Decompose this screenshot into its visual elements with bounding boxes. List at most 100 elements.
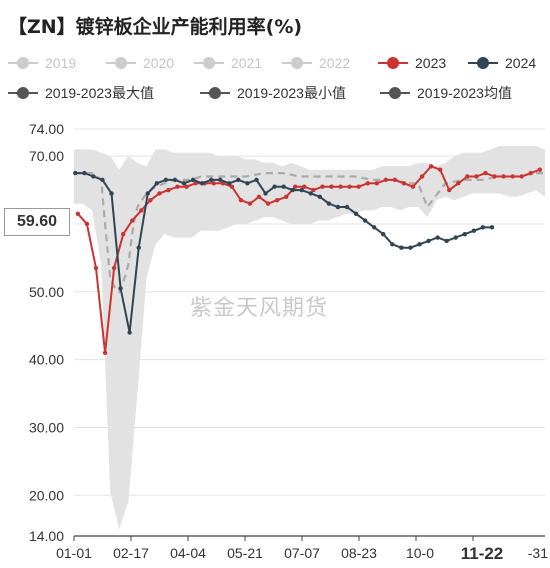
legend-item[interactable]: 2023 — [378, 52, 446, 74]
point-2024 — [453, 235, 458, 240]
point-2024 — [362, 218, 368, 223]
x-tick-label: 01-01 — [56, 545, 92, 561]
point-2024 — [82, 170, 87, 176]
y-tick-label: 20.00 — [29, 487, 64, 503]
x-tick-label: 07-07 — [284, 545, 320, 561]
chart-title: 【ZN】镀锌板企业产能利用率(%) — [8, 16, 303, 38]
legend-symbol — [194, 56, 224, 70]
point-2024 — [145, 191, 150, 196]
point-2023 — [130, 218, 135, 223]
point-2023 — [501, 174, 506, 179]
legend-label: 2019 — [45, 55, 77, 71]
point-2023 — [75, 211, 81, 216]
legend: 2019 2020 2021 2022 2023 2024 2019-2023最大值 2019… — [0, 52, 550, 112]
legend-dot — [389, 87, 401, 99]
point-2023 — [302, 184, 307, 189]
point-2024 — [317, 194, 323, 200]
legend-item[interactable]: 2024 — [468, 52, 536, 74]
point-2023 — [347, 184, 352, 189]
legend-item[interactable]: 2019-2023最小值 — [200, 82, 346, 104]
point-2024 — [163, 177, 169, 183]
point-2024 — [435, 235, 440, 240]
legend-item[interactable]: 2019 — [8, 52, 76, 74]
point-2024 — [417, 242, 422, 247]
point-2024 — [190, 177, 196, 183]
point-2023 — [419, 174, 425, 179]
point-2023 — [392, 177, 398, 183]
max-min-band-area — [74, 146, 545, 530]
point-2024 — [172, 177, 178, 183]
legend-label: 2020 — [143, 55, 175, 71]
point-2023 — [166, 187, 171, 193]
legend-dot — [387, 57, 399, 69]
legend-item[interactable]: 2021 — [194, 52, 262, 74]
legend-symbol — [200, 86, 230, 100]
point-2023 — [247, 201, 253, 206]
point-2023 — [148, 198, 153, 203]
watermark: 紫金天风期货 — [190, 296, 329, 321]
point-2024 — [272, 184, 277, 189]
point-2023 — [447, 187, 452, 193]
point-2023 — [238, 198, 244, 203]
point-2023 — [356, 184, 361, 189]
point-2024 — [227, 181, 232, 186]
min-max-band — [74, 146, 545, 530]
point-2024 — [290, 187, 295, 193]
legend-symbol — [468, 56, 498, 70]
legend-dot — [477, 57, 489, 69]
hover-x-label: 11-22 — [446, 541, 518, 567]
point-2023 — [284, 194, 289, 200]
legend-symbol — [8, 86, 38, 100]
legend-label: 2021 — [231, 55, 263, 71]
point-2023 — [519, 174, 524, 179]
point-2024 — [444, 238, 449, 244]
series-line-2023 — [77, 165, 541, 354]
point-2023 — [256, 194, 262, 200]
point-2023 — [93, 265, 99, 271]
legend-dot — [17, 57, 29, 69]
legend-dot — [17, 87, 29, 99]
legend-dot — [209, 87, 221, 99]
point-2023 — [338, 184, 343, 189]
x-tick-label: -31 — [528, 545, 548, 561]
point-2024 — [263, 191, 268, 196]
legend-symbol — [378, 56, 408, 70]
legend-symbol — [282, 56, 312, 70]
point-2024 — [181, 181, 187, 186]
point-2023 — [274, 198, 280, 203]
point-2024 — [480, 225, 486, 230]
point-2024 — [236, 177, 241, 183]
point-2024 — [91, 174, 96, 179]
y-tick-label: 50.00 — [29, 284, 64, 300]
point-2024 — [154, 181, 160, 186]
point-2023 — [528, 170, 533, 176]
point-2023 — [437, 167, 443, 172]
point-2023 — [465, 174, 470, 179]
point-2024 — [353, 211, 359, 216]
legend-item[interactable]: 2022 — [282, 52, 350, 74]
legend-label: 2023 — [415, 55, 447, 71]
legend-symbol — [8, 56, 38, 70]
point-2024 — [109, 191, 114, 196]
point-2023 — [428, 164, 434, 169]
point-2024 — [335, 204, 341, 210]
point-2024 — [281, 184, 286, 189]
point-2024 — [218, 177, 223, 183]
legend-label: 2019-2023均值 — [417, 85, 512, 101]
point-2023 — [410, 184, 416, 189]
y-tick-label: 30.00 — [29, 419, 64, 435]
legend-item[interactable]: 2019-2023均值 — [380, 82, 512, 104]
point-2023 — [139, 208, 144, 213]
point-2024 — [381, 231, 386, 237]
point-2024 — [127, 330, 132, 335]
legend-item[interactable]: 2019-2023最大值 — [8, 82, 154, 104]
point-2023 — [229, 184, 235, 189]
point-2024 — [489, 225, 495, 230]
legend-label: 2022 — [319, 55, 351, 71]
legend-item[interactable]: 2020 — [106, 52, 174, 74]
point-2024 — [208, 177, 214, 183]
point-2023 — [456, 181, 461, 186]
point-2024 — [118, 286, 123, 291]
series-lines — [73, 164, 545, 356]
